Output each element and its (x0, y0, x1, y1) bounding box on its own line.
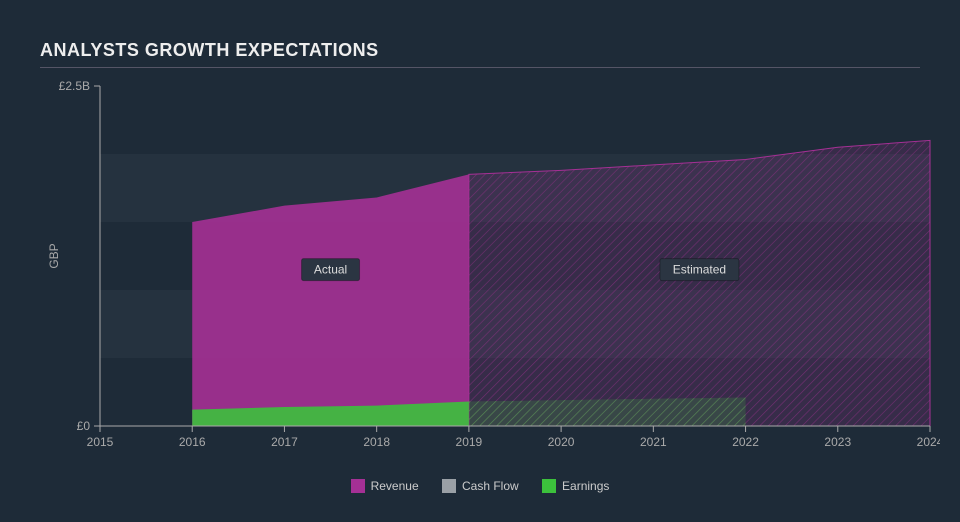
svg-text:2015: 2015 (87, 435, 114, 449)
legend-label-cashflow: Cash Flow (462, 479, 519, 493)
chart-title: Analysts Growth Expectations (40, 40, 920, 61)
legend-swatch-revenue (351, 479, 365, 493)
svg-text:2017: 2017 (271, 435, 298, 449)
chart-svg: 2015 2016 2017 2018 2019 2020 2021 2022 2023 2024… (40, 76, 940, 466)
svg-text:2020: 2020 (548, 435, 575, 449)
legend-swatch-earnings (542, 479, 556, 493)
svg-text:2019: 2019 (456, 435, 483, 449)
legend-item-revenue: Revenue (351, 479, 419, 493)
legend-item-earnings: Earnings (542, 479, 609, 493)
svg-text:GBP: GBP (47, 243, 61, 268)
svg-text:Actual: Actual (314, 263, 347, 277)
chart-area: 2015201620172018201920202021202220232024… (40, 76, 920, 471)
svg-text:£2.5B: £2.5B (59, 79, 90, 93)
svg-text:2022: 2022 (732, 435, 759, 449)
svg-text:2021: 2021 (640, 435, 667, 449)
legend-item-cashflow: Cash Flow (442, 479, 519, 493)
legend-label-revenue: Revenue (371, 479, 419, 493)
svg-text:2016: 2016 (179, 435, 206, 449)
legend: Revenue Cash Flow Earnings (40, 479, 920, 496)
svg-text:2024: 2024 (917, 435, 940, 449)
legend-label-earnings: Earnings (562, 479, 609, 493)
svg-text:2018: 2018 (363, 435, 390, 449)
title-rule (40, 67, 920, 68)
svg-text:2023: 2023 (824, 435, 851, 449)
legend-swatch-cashflow (442, 479, 456, 493)
svg-text:Estimated: Estimated (673, 263, 726, 277)
svg-text:£0: £0 (77, 419, 91, 433)
